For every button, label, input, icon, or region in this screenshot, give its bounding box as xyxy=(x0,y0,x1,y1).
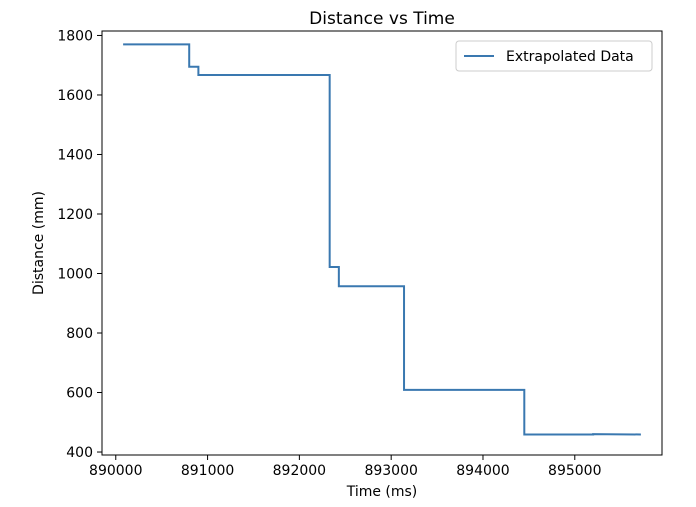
legend-box xyxy=(455,40,653,72)
x-tick-label: 891000 xyxy=(181,463,234,479)
x-axis-label: Time (ms) xyxy=(346,484,418,500)
y-axis-ticks: 400 600 800 1000 1200 1400 1600 1800 xyxy=(57,28,102,461)
x-axis-ticks: 890000 891000 892000 893000 894000 895000 xyxy=(89,455,602,479)
y-tick-label: 1400 xyxy=(57,147,93,163)
legend-label: Extrapolated Data xyxy=(506,49,634,65)
y-tick-label: 1200 xyxy=(57,207,93,223)
y-tick-label: 1000 xyxy=(57,266,93,282)
plot-frame xyxy=(101,30,663,456)
y-axis-label: Distance (mm) xyxy=(31,191,47,295)
legend: Extrapolated Data xyxy=(455,40,653,72)
x-tick-label: 893000 xyxy=(364,463,417,479)
series-line xyxy=(123,43,641,436)
chart-title: Distance vs Time xyxy=(309,9,455,29)
y-tick-label: 1600 xyxy=(57,88,93,104)
y-tick-label: 800 xyxy=(66,326,93,342)
plot-series xyxy=(123,43,641,436)
x-tick-label: 894000 xyxy=(456,463,509,479)
x-tick-label: 895000 xyxy=(548,463,601,479)
y-tick-label: 1800 xyxy=(57,28,93,44)
x-tick-label: 890000 xyxy=(89,463,142,479)
x-tick-label: 892000 xyxy=(273,463,326,479)
y-tick-label: 400 xyxy=(66,445,93,461)
y-tick-label: 600 xyxy=(66,386,93,402)
